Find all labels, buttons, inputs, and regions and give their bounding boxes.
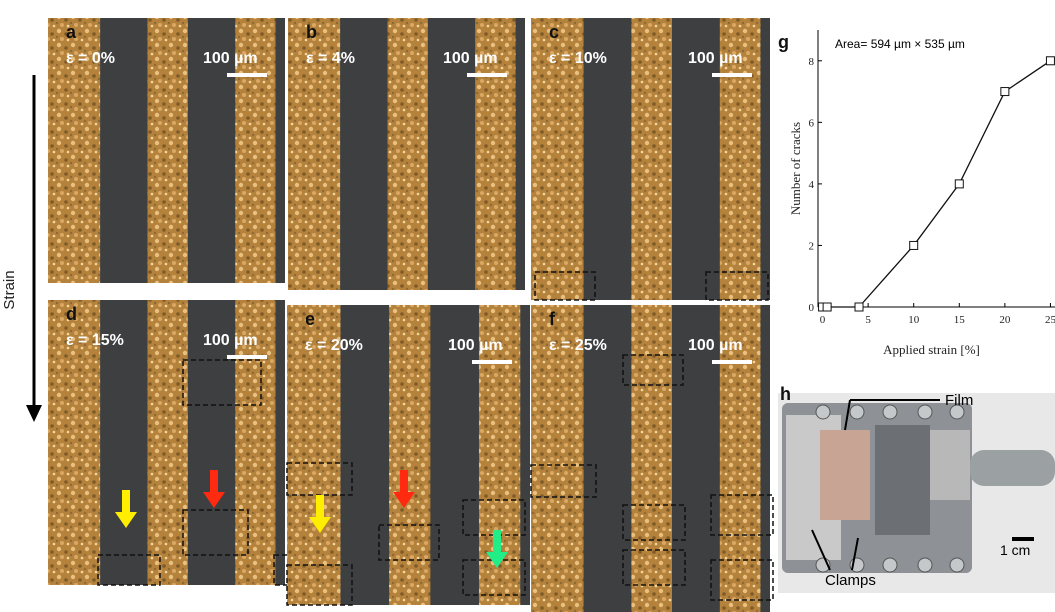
scale-label: 100 µm [203, 50, 258, 67]
y-tick-label: 2 [809, 240, 815, 252]
x-tick-label: 15 [954, 314, 966, 326]
data-point [1046, 57, 1054, 65]
data-point [823, 303, 831, 311]
y-tick-label: 6 [809, 117, 815, 129]
screw-rod [970, 450, 1055, 486]
x-tick-label: 25 [1045, 314, 1055, 326]
panel-label: h [780, 384, 791, 404]
scale-bar [467, 73, 507, 77]
strain-value: ε = 10% [549, 50, 607, 67]
film-label: Film [945, 392, 973, 409]
strain-arrow-head [26, 405, 42, 422]
scale-label: 100 µm [203, 332, 258, 349]
strain-label: Strain [1, 270, 18, 309]
panel-label: d [66, 304, 77, 324]
x-axis-label: Applied strain [%] [883, 342, 980, 357]
scale-bar [227, 73, 267, 77]
data-point [955, 180, 963, 188]
chart-g: 0 2 4 6 8 0 5 10 15 20 25 g Area= 594 µm × 535 µm App… [778, 30, 1055, 357]
electrode-stripe [631, 18, 672, 300]
panel-label: b [306, 22, 317, 42]
scale-label: 100 µm [443, 50, 498, 67]
x-tick-label: 0 [820, 314, 826, 326]
micrographs: a ε = 0% 100 µm b ε = 4% 100 µm c ε = 10% 100 µm… [48, 18, 773, 612]
scale-label: 100 µm [448, 337, 503, 354]
scale-label: 100 µm [688, 337, 743, 354]
y-tick-label: 4 [809, 179, 815, 191]
block [875, 425, 930, 535]
strain-value: ε = 15% [66, 332, 124, 349]
figure: Strain a ε = 0% 100 µm b ε = 4% 100 µm c ε = 10… [0, 0, 1055, 612]
scale-bar [227, 355, 267, 359]
page: Strain a ε = 0% 100 µm b ε = 4% 100 µm c ε = 10… [0, 0, 1055, 612]
y-tick-label: 0 [809, 302, 815, 314]
clamps-label: Clamps [825, 572, 876, 589]
y-tick-label: 8 [809, 56, 815, 68]
data-line [823, 61, 1051, 307]
electrode-stripe [148, 300, 188, 585]
strain-value: ε = 25% [549, 337, 607, 354]
panel-label: g [778, 32, 789, 52]
x-tick-label: 5 [865, 314, 871, 326]
scale-label: 100 µm [688, 50, 743, 67]
data-point [1001, 88, 1009, 96]
chart-title: Area= 594 µm × 535 µm [835, 37, 965, 51]
electrode-stripe [388, 18, 428, 290]
x-tick-label: 20 [999, 314, 1011, 326]
photo-h: h Film Clamps 1 cm [778, 384, 1055, 593]
y-axis-label: Number of cracks [788, 122, 803, 215]
scale-bar [712, 73, 752, 77]
panel-label: f [549, 309, 556, 329]
film [820, 430, 870, 520]
strain-value: ε = 4% [306, 50, 355, 67]
scale-bar [1012, 537, 1034, 541]
panel-label: a [66, 22, 77, 42]
electrode-stripe [631, 305, 672, 612]
scale-bar [472, 360, 512, 364]
scale-label: 1 cm [1000, 542, 1030, 558]
panel-label: e [305, 309, 315, 329]
strain-value: ε = 20% [305, 337, 363, 354]
data-point [910, 241, 918, 249]
data-point [855, 303, 863, 311]
scale-bar [712, 360, 752, 364]
x-tick-label: 10 [908, 314, 920, 326]
strain-value: ε = 0% [66, 50, 115, 67]
panel-label: c [549, 22, 559, 42]
electrode-stripe [148, 18, 188, 283]
comb [930, 430, 970, 500]
